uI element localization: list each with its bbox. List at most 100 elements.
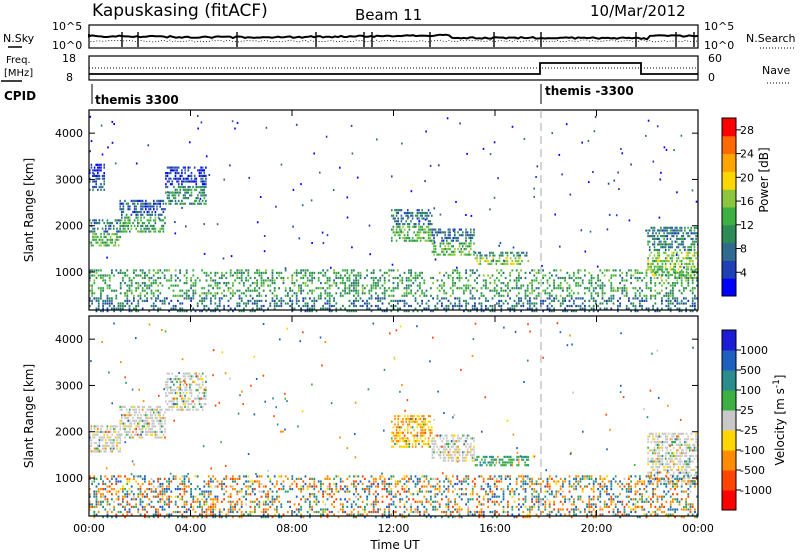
echo-cell <box>127 219 129 222</box>
echo-cell <box>92 227 94 230</box>
clutter-cell <box>243 307 245 310</box>
clutter-cell <box>185 282 188 285</box>
clutter-cell <box>592 289 595 292</box>
echo-cell <box>157 414 160 417</box>
echo-cell <box>666 268 669 271</box>
echo-cell <box>109 441 112 445</box>
echo-cell <box>473 448 475 451</box>
clutter-cell <box>518 299 520 302</box>
clutter-cell <box>289 287 291 290</box>
echo-cell <box>490 260 493 263</box>
y-tick-label: 4000 <box>55 127 83 140</box>
clutter-cell <box>518 302 520 305</box>
clutter-cell <box>460 304 463 308</box>
echo-cell <box>479 262 482 265</box>
echo-cell <box>171 405 174 408</box>
clutter-cell <box>192 282 195 285</box>
echo-cell <box>652 449 654 452</box>
clutter-cell <box>141 276 144 280</box>
echo-cell <box>106 425 109 428</box>
echo-cell <box>416 420 419 423</box>
clutter-cell <box>205 294 208 297</box>
echo-cell <box>517 461 520 464</box>
clutter-cell <box>654 284 657 287</box>
echo-cell <box>156 405 158 408</box>
echo-cell <box>674 232 677 235</box>
echo-cell <box>103 233 105 236</box>
echo-cell <box>676 257 678 260</box>
echo-cell <box>402 445 404 448</box>
echo-cell <box>174 389 177 392</box>
echo-cell <box>407 415 409 418</box>
echo-cell <box>460 242 462 245</box>
echo-cell <box>489 464 491 467</box>
noise-cell <box>400 230 402 233</box>
echo-cell <box>148 408 150 411</box>
echo-cell <box>153 230 155 233</box>
echo-cell <box>452 451 454 454</box>
echo-cell <box>424 423 427 426</box>
echo-cell <box>695 454 697 458</box>
clutter-cell <box>471 269 474 272</box>
clutter-cell <box>573 274 575 277</box>
echo-cell <box>419 231 422 234</box>
clutter-cell <box>617 307 619 310</box>
echo-cell <box>101 227 104 230</box>
echo-cell <box>181 169 183 172</box>
echo-cell <box>159 213 161 216</box>
clutter-cell <box>144 475 146 478</box>
echo-cell <box>394 209 396 212</box>
echo-cell <box>650 449 653 452</box>
clutter-cell <box>322 304 324 308</box>
clutter-cell <box>579 297 582 300</box>
clutter-cell <box>621 289 624 292</box>
echo-cell <box>465 234 467 237</box>
echo-cell <box>95 180 97 183</box>
clutter-cell <box>403 292 406 295</box>
echo-cell <box>171 199 174 202</box>
clutter-cell <box>152 307 155 310</box>
echo-cell <box>441 248 443 251</box>
echo-cell <box>93 450 96 453</box>
echo-cell <box>146 227 149 230</box>
echo-cell <box>413 420 415 423</box>
clutter-cell <box>335 282 338 285</box>
noise-cell <box>613 179 616 182</box>
clutter-cell <box>141 289 144 292</box>
clutter-cell <box>628 297 630 300</box>
clutter-cell <box>436 294 439 297</box>
clutter-cell <box>111 475 113 478</box>
clutter-cell <box>113 304 115 308</box>
echo-cell <box>687 446 689 449</box>
echo-cell <box>427 223 430 226</box>
echo-cell <box>161 224 163 227</box>
clutter-cell <box>124 282 126 285</box>
echo-cell <box>671 240 673 243</box>
clutter-cell <box>291 302 294 305</box>
echo-cell <box>197 378 199 381</box>
echo-cell <box>450 253 453 256</box>
echo-cell <box>669 268 672 271</box>
clutter-cell <box>170 274 173 277</box>
echo-cell <box>431 429 433 432</box>
clutter-cell <box>515 294 518 297</box>
clutter-cell <box>265 279 267 282</box>
clutter-cell <box>135 307 137 310</box>
echo-cell <box>454 440 456 443</box>
clutter-cell <box>372 269 375 272</box>
echo-cell <box>423 223 425 226</box>
echo-cell <box>462 456 464 459</box>
clutter-cell <box>271 297 274 300</box>
clutter-cell <box>168 488 170 491</box>
echo-cell <box>473 459 475 462</box>
clutter-cell <box>295 297 298 300</box>
clutter-cell <box>493 294 496 297</box>
echo-cell <box>200 386 202 389</box>
echo-cell <box>653 460 656 463</box>
clutter-cell <box>130 284 133 287</box>
echo-cell <box>463 248 466 251</box>
echo-cell <box>652 457 654 460</box>
echo-cell <box>397 225 399 228</box>
echo-cell <box>462 434 464 437</box>
clutter-cell <box>245 289 247 292</box>
